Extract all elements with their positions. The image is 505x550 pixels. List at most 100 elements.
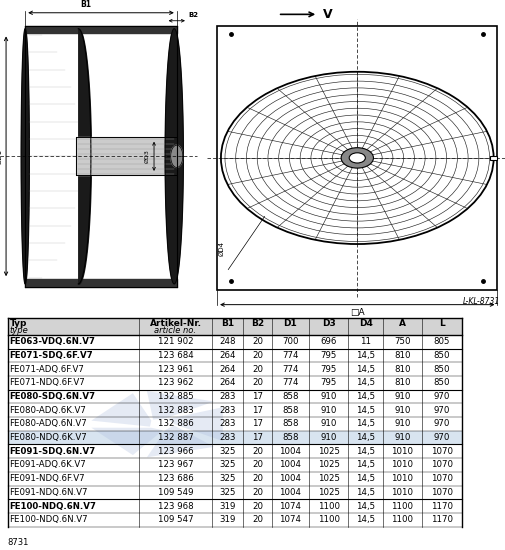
Text: 1004: 1004	[279, 488, 301, 497]
Text: ØD4: ØD4	[218, 241, 224, 256]
Text: 319: 319	[220, 515, 236, 524]
Text: 14,5: 14,5	[356, 378, 375, 387]
Text: article no.: article no.	[155, 326, 196, 335]
Text: B2: B2	[189, 12, 199, 18]
Text: 14,5: 14,5	[356, 515, 375, 524]
Text: 810: 810	[394, 351, 411, 360]
Text: 795: 795	[321, 351, 337, 360]
Text: 910: 910	[321, 433, 337, 442]
Text: 1004: 1004	[279, 474, 301, 483]
Text: 1170: 1170	[431, 502, 453, 510]
Text: 696: 696	[321, 338, 337, 346]
Text: 1010: 1010	[391, 474, 413, 483]
Text: 1010: 1010	[391, 460, 413, 470]
Text: 14,5: 14,5	[356, 406, 375, 415]
Text: 123 966: 123 966	[158, 447, 193, 456]
Polygon shape	[147, 391, 214, 420]
Text: 14,5: 14,5	[356, 420, 375, 428]
Text: FE100-NDQ.6N.V7: FE100-NDQ.6N.V7	[10, 502, 96, 510]
Text: FE071-SDQ.6F.V7: FE071-SDQ.6F.V7	[10, 351, 93, 360]
Text: B2: B2	[251, 318, 264, 327]
Text: 123 961: 123 961	[158, 365, 193, 374]
Text: 123 967: 123 967	[158, 460, 193, 470]
Text: FE071-ADQ.6F.V7: FE071-ADQ.6F.V7	[10, 365, 84, 374]
Text: 1070: 1070	[431, 488, 453, 497]
Text: 14,5: 14,5	[356, 392, 375, 401]
Text: FE080-ADQ.6N.V7: FE080-ADQ.6N.V7	[10, 420, 87, 428]
Text: 858: 858	[282, 392, 298, 401]
Text: FE063-VDQ.6N.V7: FE063-VDQ.6N.V7	[10, 338, 95, 346]
Text: B1: B1	[80, 0, 91, 9]
Text: 109 549: 109 549	[158, 488, 193, 497]
Text: 14,5: 14,5	[356, 502, 375, 510]
Text: 810: 810	[394, 378, 411, 387]
Bar	[490, 156, 497, 160]
Text: FE080-SDQ.6N.V7: FE080-SDQ.6N.V7	[10, 392, 96, 401]
Text: 17: 17	[252, 433, 263, 442]
Text: 970: 970	[434, 392, 450, 401]
Text: B1: B1	[221, 318, 234, 327]
Text: 1074: 1074	[279, 515, 301, 524]
Text: ØD3: ØD3	[145, 150, 150, 163]
Text: 20: 20	[252, 502, 263, 510]
Text: 325: 325	[220, 474, 236, 483]
Text: ØD1: ØD1	[0, 148, 2, 164]
Text: 1070: 1070	[431, 460, 453, 470]
Text: 20: 20	[252, 338, 263, 346]
Text: 1100: 1100	[391, 502, 413, 510]
Text: 14,5: 14,5	[356, 433, 375, 442]
Text: 264: 264	[220, 351, 236, 360]
Text: 20: 20	[252, 351, 263, 360]
Text: L: L	[439, 318, 445, 327]
Polygon shape	[76, 137, 177, 175]
Text: 910: 910	[321, 420, 337, 428]
Text: 1025: 1025	[318, 447, 340, 456]
Text: 20: 20	[252, 365, 263, 374]
Text: 1025: 1025	[318, 474, 340, 483]
Polygon shape	[21, 29, 29, 284]
Text: V: V	[323, 8, 333, 21]
Text: 850: 850	[434, 365, 450, 374]
Text: 325: 325	[220, 460, 236, 470]
Text: 325: 325	[220, 488, 236, 497]
Text: 325: 325	[220, 447, 236, 456]
Text: FE080-NDQ.6K.V7: FE080-NDQ.6K.V7	[10, 433, 87, 442]
Text: 132 886: 132 886	[158, 420, 193, 428]
Text: 910: 910	[321, 406, 337, 415]
Polygon shape	[91, 393, 152, 427]
Text: FE091-SDQ.6N.V7: FE091-SDQ.6N.V7	[10, 447, 96, 456]
Text: 1004: 1004	[279, 460, 301, 470]
Text: 1170: 1170	[431, 515, 453, 524]
Bar	[8, 318, 462, 335]
Text: 1010: 1010	[391, 488, 413, 497]
Text: 248: 248	[220, 338, 236, 346]
Text: Typ: Typ	[10, 318, 27, 327]
Text: FE100-NDQ.6N.V7: FE100-NDQ.6N.V7	[10, 515, 88, 524]
Text: 20: 20	[252, 515, 263, 524]
Text: 123 962: 123 962	[158, 378, 193, 387]
Text: 1010: 1010	[391, 447, 413, 456]
Text: 14,5: 14,5	[356, 365, 375, 374]
Text: 858: 858	[282, 406, 298, 415]
Text: 1100: 1100	[318, 502, 340, 510]
Text: 121 902: 121 902	[158, 338, 193, 346]
Text: 910: 910	[394, 406, 411, 415]
Text: 910: 910	[394, 420, 411, 428]
Text: 850: 850	[434, 378, 450, 387]
Text: 123 684: 123 684	[158, 351, 193, 360]
Text: 774: 774	[282, 365, 298, 374]
Text: 858: 858	[282, 420, 298, 428]
Text: 858: 858	[282, 433, 298, 442]
Text: 1100: 1100	[318, 515, 340, 524]
Text: FE071-NDQ.6F.V7: FE071-NDQ.6F.V7	[10, 378, 85, 387]
Text: 123 686: 123 686	[158, 474, 193, 483]
Text: type: type	[10, 326, 28, 335]
Text: 1025: 1025	[318, 488, 340, 497]
Text: 283: 283	[220, 392, 236, 401]
Text: 1074: 1074	[279, 502, 301, 510]
Polygon shape	[165, 29, 183, 284]
Text: 805: 805	[434, 338, 450, 346]
Text: 1004: 1004	[279, 447, 301, 456]
Bar	[217, 25, 497, 290]
Text: 795: 795	[321, 365, 337, 374]
